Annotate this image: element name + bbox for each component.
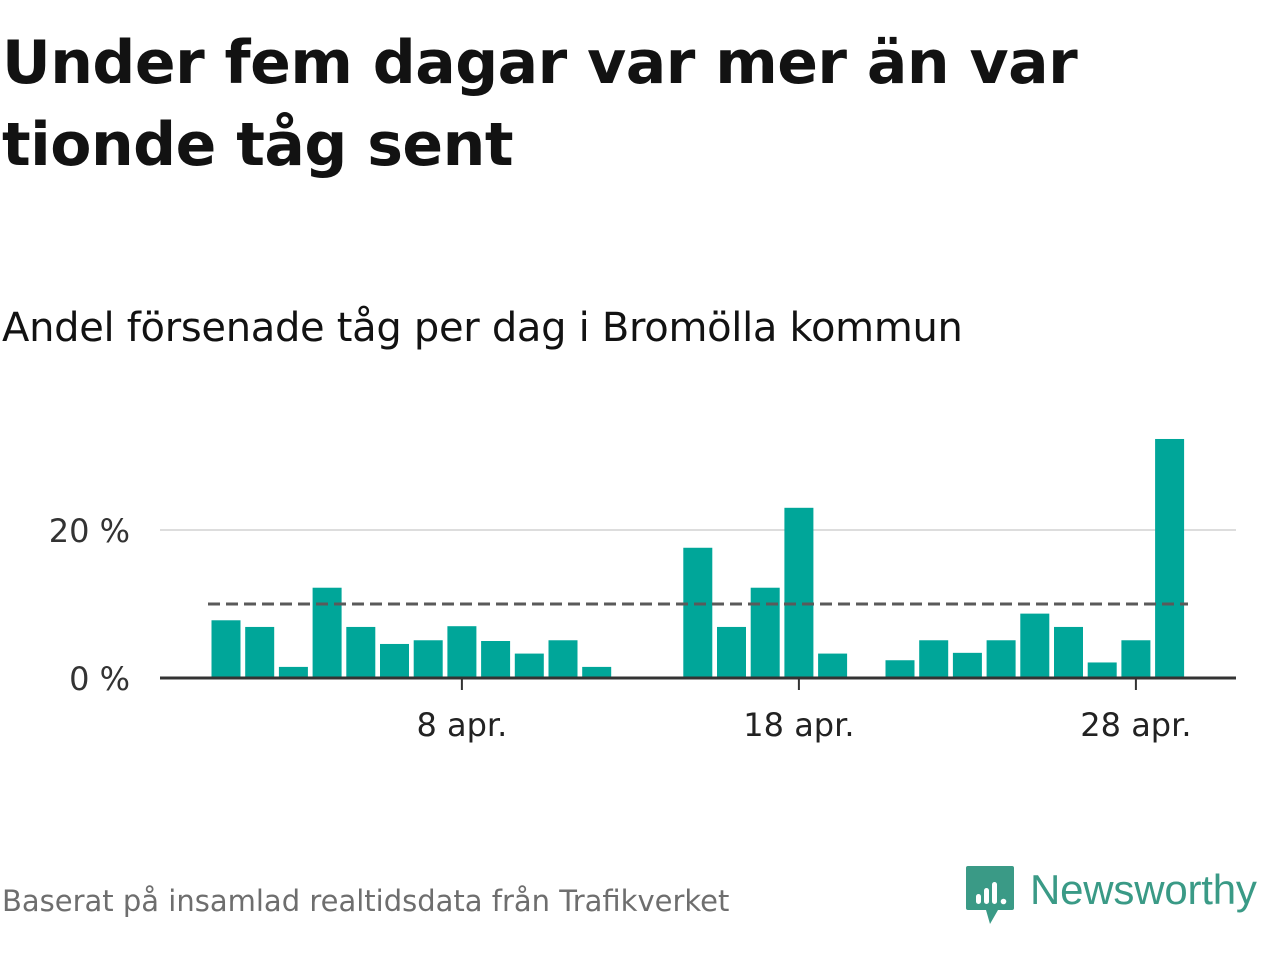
bar bbox=[717, 626, 746, 678]
chart-subtitle: Andel försenade tåg per dag i Bromölla k… bbox=[2, 305, 963, 351]
x-tick-label: 8 apr. bbox=[416, 706, 507, 744]
bar bbox=[1087, 662, 1117, 678]
bar bbox=[548, 640, 578, 678]
bar bbox=[818, 653, 848, 678]
bar bbox=[312, 587, 342, 678]
bar bbox=[245, 626, 275, 678]
bar bbox=[481, 641, 511, 678]
bar bbox=[413, 640, 443, 678]
bar bbox=[447, 626, 477, 678]
bar bbox=[582, 666, 612, 678]
bar-chart: 0 % 20 % 8 apr. 18 apr. 28 apr. bbox=[49, 438, 1236, 744]
bar bbox=[1020, 613, 1050, 678]
bar bbox=[952, 652, 982, 678]
x-tick-label: 18 apr. bbox=[743, 706, 854, 744]
bar bbox=[1054, 626, 1083, 678]
bar bbox=[784, 507, 814, 678]
bar bbox=[986, 640, 1016, 678]
y-tick-labels: 0 % 20 % bbox=[49, 512, 130, 698]
y-tick-label: 0 % bbox=[69, 660, 130, 698]
bar bbox=[380, 643, 409, 678]
bar bbox=[278, 666, 308, 678]
bar bbox=[683, 547, 713, 678]
bar bbox=[919, 640, 949, 678]
bar bbox=[346, 626, 376, 678]
bar bbox=[514, 653, 544, 678]
brand-name: Newsworthy bbox=[1030, 866, 1257, 913]
bar bbox=[1121, 640, 1151, 678]
y-tick-label: 20 % bbox=[49, 512, 130, 550]
bar bbox=[211, 620, 241, 678]
bar bbox=[750, 587, 780, 678]
brand-logo[interactable]: Newsworthy bbox=[964, 862, 1278, 928]
source-note: Baserat på insamlad realtidsdata från Tr… bbox=[2, 884, 730, 918]
bar bbox=[1155, 438, 1185, 678]
newsworthy-logo-icon bbox=[966, 866, 1014, 924]
x-tick-label: 28 apr. bbox=[1080, 706, 1191, 744]
bar bbox=[885, 660, 915, 678]
x-axis: 8 apr. 18 apr. 28 apr. bbox=[160, 676, 1236, 744]
chart-title: Under fem dagar var mer än var tionde tå… bbox=[2, 28, 1078, 180]
bars bbox=[211, 438, 1185, 678]
